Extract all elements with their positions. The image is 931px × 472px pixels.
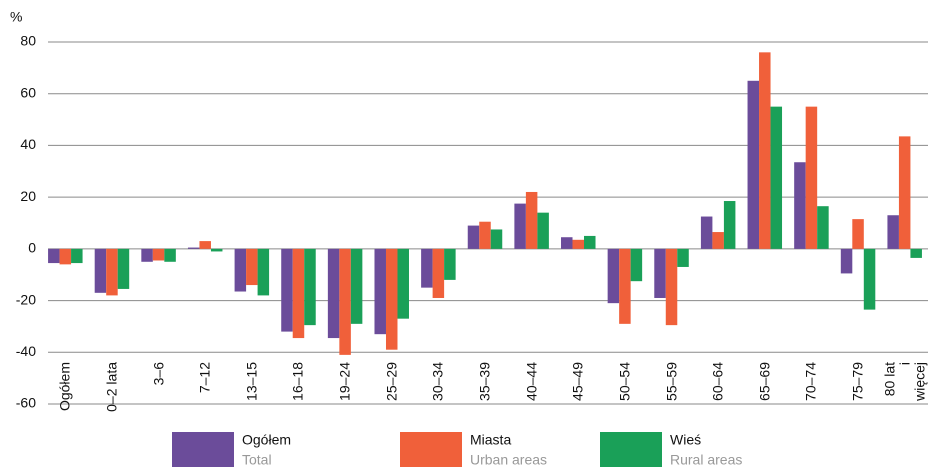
bar <box>479 221 491 249</box>
x-tick-label: 50–54 <box>616 362 633 401</box>
legend-sublabel: Total <box>242 452 272 468</box>
bar <box>525 191 538 249</box>
bar <box>281 248 293 332</box>
x-tick-label: 35–39 <box>476 362 493 401</box>
y-tick-label: -20 <box>16 291 36 307</box>
bar <box>898 136 911 249</box>
bar <box>164 248 176 262</box>
legend-swatch <box>172 432 234 467</box>
y-tick-label: -40 <box>16 343 36 359</box>
bar <box>863 248 876 310</box>
x-tick-label: 55–59 <box>663 362 680 401</box>
legend-sublabel: Urban areas <box>470 452 547 468</box>
bar <box>210 248 223 252</box>
bar <box>304 248 316 326</box>
x-tick-label: 0–2 lata <box>103 362 120 412</box>
bar <box>619 248 631 324</box>
x-tick-label: 3–6 <box>150 362 167 386</box>
y-tick-label: 60 <box>20 84 36 100</box>
x-tick-label: 60–64 <box>709 362 726 401</box>
legend-label: Ogółem <box>242 432 291 448</box>
bar <box>700 216 713 249</box>
bar <box>561 237 573 249</box>
bar <box>490 229 503 249</box>
bar <box>292 248 305 339</box>
x-tick-label: 25–29 <box>383 362 400 401</box>
bar <box>444 248 456 280</box>
bar <box>350 248 363 324</box>
bar <box>467 225 480 249</box>
bar <box>584 235 596 249</box>
bar <box>71 248 83 264</box>
bar <box>141 248 153 262</box>
bar <box>572 239 585 249</box>
bar <box>677 248 689 267</box>
x-tick-label: 70–74 <box>802 362 819 401</box>
bar <box>770 106 783 249</box>
bar <box>630 248 643 282</box>
y-tick-label: 0 <box>28 240 36 256</box>
legend-label: Miasta <box>470 432 511 448</box>
legend-swatch <box>600 432 662 467</box>
bar <box>607 248 620 304</box>
x-tick-label: 65–69 <box>756 362 773 401</box>
bar <box>537 212 549 249</box>
y-tick-label: 40 <box>20 136 36 152</box>
bar <box>385 248 398 350</box>
bar <box>152 248 165 261</box>
bar <box>187 247 200 249</box>
x-tick-label: 40–44 <box>523 362 540 401</box>
bar <box>106 248 118 296</box>
bar <box>327 248 340 339</box>
bar <box>514 203 526 249</box>
bar <box>723 201 736 249</box>
y-tick-label: 80 <box>20 33 36 49</box>
bar <box>910 248 922 258</box>
x-tick-label: 30–34 <box>429 362 446 401</box>
bar <box>712 232 724 249</box>
bar <box>59 248 72 265</box>
bar <box>840 248 853 274</box>
bar <box>759 52 771 249</box>
bar <box>665 248 678 326</box>
bar <box>852 219 864 249</box>
bar <box>339 248 351 355</box>
x-tick-label: 75–79 <box>849 362 866 401</box>
x-tick-label: 16–18 <box>289 362 306 401</box>
bar <box>246 248 258 286</box>
x-tick-label: 13–15 <box>243 362 260 401</box>
bar <box>199 241 211 249</box>
x-tick-label: 7–12 <box>196 362 213 394</box>
x-tick-label: 19–24 <box>336 362 353 401</box>
y-tick-label: -60 <box>16 395 36 411</box>
y-tick-label: 20 <box>20 188 36 204</box>
bar <box>805 106 818 249</box>
x-tick-label: Ogółem <box>56 362 73 412</box>
legend-sublabel: Rural areas <box>670 452 742 468</box>
bar <box>257 248 270 296</box>
bar <box>432 248 445 298</box>
bar <box>234 248 247 292</box>
bar <box>817 206 829 249</box>
bar <box>794 162 806 249</box>
bar <box>374 248 386 335</box>
bar <box>654 248 666 298</box>
bar <box>397 248 409 319</box>
bar <box>887 215 899 249</box>
legend-swatch <box>400 432 462 467</box>
bar <box>117 248 130 289</box>
bar <box>48 248 60 264</box>
bar <box>747 80 760 249</box>
y-axis-label: % <box>10 9 22 25</box>
legend-label: Wieś <box>670 432 701 448</box>
x-tick-label: 45–49 <box>569 362 586 401</box>
x-tick-label: 80 lat i więcej <box>881 362 928 401</box>
bar <box>94 248 107 293</box>
bar <box>421 248 433 288</box>
